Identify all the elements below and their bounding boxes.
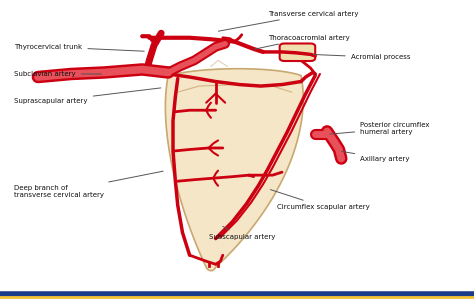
Text: Subscapular artery: Subscapular artery bbox=[209, 226, 275, 240]
Text: Subclavian artery: Subclavian artery bbox=[14, 71, 101, 77]
Text: Thoracoacromial artery: Thoracoacromial artery bbox=[254, 35, 349, 49]
Polygon shape bbox=[165, 69, 303, 271]
Text: Circumflex scapular artery: Circumflex scapular artery bbox=[271, 190, 370, 210]
FancyBboxPatch shape bbox=[280, 43, 315, 61]
Text: Transverse cervical artery: Transverse cervical artery bbox=[219, 11, 358, 31]
Text: Deep branch of
transverse cervical artery: Deep branch of transverse cervical arter… bbox=[14, 171, 163, 198]
Text: Suprascapular artery: Suprascapular artery bbox=[14, 88, 161, 104]
Text: Acromial process: Acromial process bbox=[313, 54, 410, 60]
Text: Axillary artery: Axillary artery bbox=[342, 151, 410, 162]
Text: Thyrocervical trunk: Thyrocervical trunk bbox=[14, 44, 144, 51]
Text: Posterior circumflex
humeral artery: Posterior circumflex humeral artery bbox=[330, 122, 430, 135]
